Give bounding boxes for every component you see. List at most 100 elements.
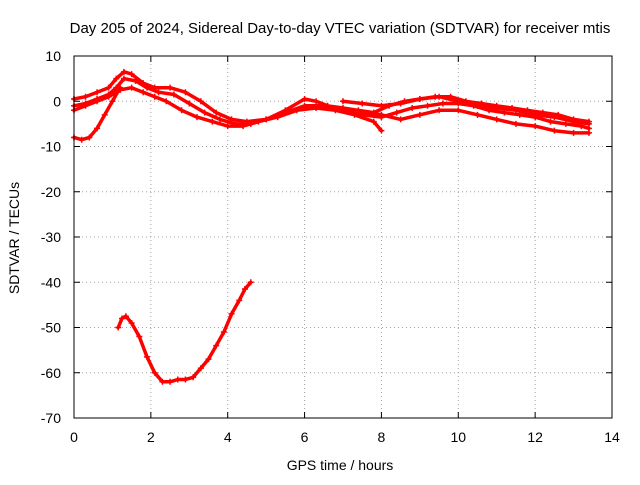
data-point <box>512 120 519 127</box>
data-point <box>547 118 554 125</box>
data-point <box>378 127 385 134</box>
data-point <box>136 333 143 340</box>
data-point <box>170 91 177 98</box>
series-upper-trace-e <box>340 93 592 127</box>
data-point <box>416 95 423 102</box>
data-point <box>109 98 116 105</box>
data-point <box>351 111 358 118</box>
data-point <box>120 68 127 75</box>
data-point <box>247 279 254 286</box>
data-point <box>167 84 174 91</box>
data-point <box>213 342 220 349</box>
data-point <box>94 125 101 132</box>
data-point <box>532 123 539 130</box>
data-point <box>155 89 162 96</box>
data-point <box>197 365 204 372</box>
data-point <box>274 114 281 121</box>
data-point <box>205 356 212 363</box>
data-point <box>105 93 112 100</box>
data-point <box>493 105 500 112</box>
data-point <box>217 116 224 123</box>
y-tick-labels: -70 -60 -50 -40 -30 -20 -10 0 10 <box>41 48 61 426</box>
y-tick-label: -40 <box>41 274 61 290</box>
data-point <box>378 102 385 109</box>
data-point <box>220 329 227 336</box>
data-point <box>474 102 481 109</box>
data-point <box>436 93 443 100</box>
data-point <box>293 107 300 114</box>
data-point <box>378 111 385 118</box>
data-point <box>101 111 108 118</box>
x-tick-label: 0 <box>70 429 78 445</box>
data-point <box>313 105 320 112</box>
data-point <box>455 98 462 105</box>
data-point <box>562 120 569 127</box>
y-tick-label: -70 <box>41 410 61 426</box>
data-point <box>144 84 151 91</box>
data-point <box>132 77 139 84</box>
y-tick-label: -60 <box>41 365 61 381</box>
data-point <box>82 102 89 109</box>
data-point <box>340 98 346 105</box>
data-point <box>115 324 122 331</box>
data-series <box>71 68 592 385</box>
x-tick-label: 4 <box>224 429 232 445</box>
data-point <box>393 109 400 116</box>
data-point <box>209 118 216 125</box>
y-tick-label: 10 <box>45 48 61 64</box>
data-point <box>182 89 189 96</box>
data-point <box>94 98 101 105</box>
data-point <box>255 118 262 125</box>
x-tick-label: 6 <box>301 429 309 445</box>
data-point <box>551 127 558 134</box>
data-point <box>213 109 220 116</box>
data-point <box>242 286 249 293</box>
data-point <box>197 98 204 105</box>
x-tick-label: 14 <box>604 429 620 445</box>
data-point <box>140 89 147 96</box>
data-point <box>144 353 151 360</box>
data-point <box>455 107 462 114</box>
data-point <box>551 114 558 121</box>
y-tick-label: -20 <box>41 184 61 200</box>
data-point <box>86 134 93 141</box>
data-point <box>105 84 112 91</box>
x-tick-label: 2 <box>147 429 155 445</box>
data-point <box>570 129 577 136</box>
data-point <box>332 107 339 114</box>
data-point <box>397 116 404 123</box>
data-point <box>167 378 174 385</box>
data-point <box>370 118 377 125</box>
data-point <box>117 84 124 91</box>
y-tick-label: -10 <box>41 139 61 155</box>
data-point <box>409 105 416 112</box>
data-point <box>159 378 166 385</box>
data-point <box>301 95 308 102</box>
x-tick-labels: 0 2 4 6 8 10 12 14 <box>70 429 620 445</box>
data-point <box>224 123 231 130</box>
data-point <box>201 109 208 116</box>
data-point <box>193 114 200 121</box>
data-point <box>493 116 500 123</box>
data-point <box>78 136 85 143</box>
data-point <box>585 120 592 127</box>
data-point <box>359 109 366 116</box>
series-upper-trace-a <box>71 68 592 125</box>
data-point <box>532 111 539 118</box>
series-lower-trace <box>115 279 254 385</box>
data-point <box>174 376 181 383</box>
data-point <box>228 310 235 317</box>
series-line <box>72 85 384 133</box>
y-tick-label: 0 <box>53 93 61 109</box>
data-point <box>236 297 243 304</box>
data-point <box>151 369 158 376</box>
chart-title: Day 205 of 2024, Sidereal Day-to-day VTE… <box>70 20 611 37</box>
data-point <box>113 75 120 82</box>
data-point <box>359 100 366 107</box>
data-point <box>163 98 170 105</box>
x-tick-label: 12 <box>527 429 543 445</box>
data-point <box>122 313 129 320</box>
data-point <box>313 98 320 105</box>
data-point <box>82 93 89 100</box>
